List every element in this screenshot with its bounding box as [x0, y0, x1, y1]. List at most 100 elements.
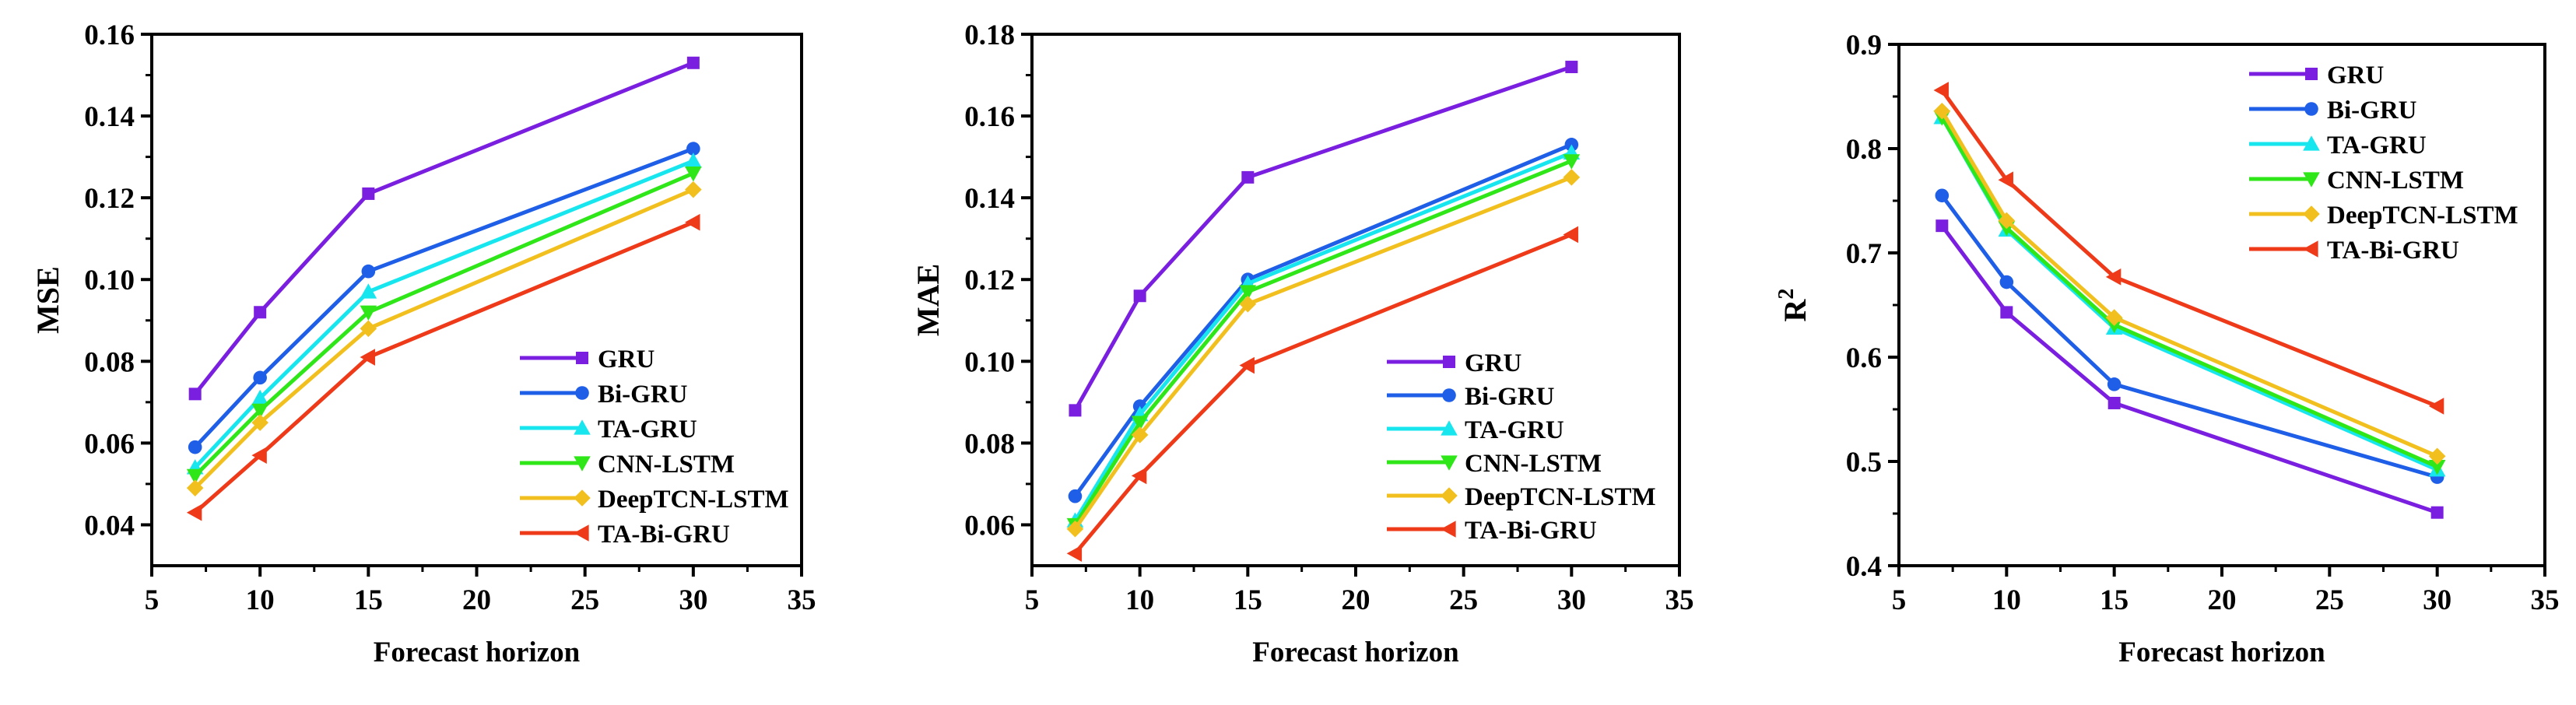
data-point: [1068, 489, 1083, 503]
data-point: [1133, 289, 1146, 303]
data-point: [1563, 169, 1581, 186]
legend-marker: [2303, 205, 2320, 223]
x-axis-label: Forecast horizon: [1252, 637, 1459, 668]
y-tick-label: 0.18: [964, 19, 1015, 51]
data-point: [1933, 102, 1951, 120]
legend-marker: [574, 489, 591, 507]
y-axis-label-text: MAE: [911, 264, 946, 336]
legend-label: DeepTCN-LSTM: [598, 486, 789, 514]
y-tick-label: 0.06: [84, 428, 135, 460]
series-line: [1940, 116, 2438, 468]
series-line: [193, 159, 694, 469]
x-tick-label: 35: [788, 584, 816, 616]
data-point: [251, 414, 268, 431]
data-point: [2428, 460, 2446, 475]
series-line: [194, 220, 694, 514]
data-point: [2428, 447, 2446, 465]
legend-marker: [574, 419, 591, 435]
legend-marker: [574, 456, 591, 472]
data-point: [251, 447, 267, 464]
data-point: [1131, 467, 1147, 485]
y-tick-label: 0.16: [964, 101, 1015, 133]
y-tick-label: 0.4: [1846, 551, 1882, 583]
data-point: [186, 479, 204, 496]
series-line: [1073, 175, 1573, 531]
data-point: [254, 306, 267, 319]
legend-marker: [1443, 356, 1455, 368]
legend-label: TA-Bi-GRU: [1465, 517, 1597, 545]
x-tick-label: 30: [1557, 584, 1586, 616]
series-line: [1073, 151, 1573, 522]
series-gru: [1936, 219, 2444, 519]
series-gru: [188, 56, 700, 401]
x-tick-label: 35: [1665, 584, 1694, 616]
series-line: [1940, 89, 2438, 409]
data-point: [1069, 404, 1082, 417]
data-point: [685, 153, 702, 168]
legend-marker: [2305, 68, 2318, 80]
data-point: [685, 181, 702, 198]
series-deeptcn-lstm: [1933, 102, 2446, 465]
data-point: [360, 349, 375, 366]
legend-label: TA-Bi-GRU: [598, 521, 730, 549]
series-bi-gru: [1068, 138, 1579, 503]
series-ta-bi-gru: [186, 213, 700, 521]
x-tick-label: 5: [145, 584, 160, 616]
y-tick-label: 0.04: [84, 510, 135, 542]
y-axis-label-superscript: 2: [1774, 289, 1799, 300]
y-axis-label-text: MSE: [30, 266, 65, 334]
legend-label: CNN-LSTM: [2327, 167, 2464, 195]
x-tick-label: 5: [1892, 584, 1907, 616]
y-tick-label: 0.7: [1846, 238, 1882, 270]
legend-label: CNN-LSTM: [1465, 450, 1602, 478]
data-point: [1933, 82, 1949, 99]
series-line: [193, 61, 694, 395]
legend-marker: [1441, 487, 1458, 504]
x-tick-label: 10: [1125, 584, 1154, 616]
legend: GRU Bi-GRU TA-GRU CNN-LSTM DeepTCN-LSTM TA-Bi…: [1387, 349, 1656, 545]
legend: GRU Bi-GRU TA-GRU CNN-LSTM DeepTCN-LSTM TA-Bi…: [520, 345, 789, 549]
series-line: [1940, 110, 2438, 458]
y-tick-label: 0.6: [1846, 342, 1882, 374]
legend-marker: [1441, 420, 1458, 436]
legend-marker: [1441, 521, 1456, 538]
y-tick-label: 0.12: [964, 265, 1015, 296]
legend-label: CNN-LSTM: [598, 451, 735, 479]
legend-marker: [2304, 102, 2318, 116]
legend-label: Bi-GRU: [598, 381, 688, 409]
legend-marker: [574, 524, 589, 542]
data-point: [1999, 275, 2014, 289]
data-point: [1241, 170, 1255, 184]
legend-label: TA-GRU: [1465, 416, 1564, 444]
x-tick-label: 15: [354, 584, 383, 616]
data-point: [2107, 377, 2122, 391]
data-point: [1239, 285, 1257, 300]
data-point: [251, 403, 268, 419]
data-point: [1936, 219, 1949, 233]
y-tick-label: 0.12: [84, 183, 135, 215]
chart-panel-1: 5 10 15 20 25 30 35 0.04 0.06 0.08 0.10 0.12 0.14 0.1…: [30, 19, 816, 668]
series-line: [193, 146, 694, 449]
y-tick-label: 0.8: [1846, 134, 1882, 166]
data-point: [1935, 188, 1950, 203]
y-tick-label: 0.14: [964, 183, 1015, 215]
data-point: [188, 388, 202, 401]
legend-marker: [1441, 455, 1458, 471]
y-tick-label: 0.5: [1846, 447, 1882, 479]
y-tick-label: 0.16: [84, 19, 135, 51]
y-tick-label: 0.9: [1846, 30, 1882, 61]
legend-label: TA-GRU: [2327, 132, 2427, 160]
data-point: [1563, 226, 1578, 244]
series-line: [1073, 233, 1573, 555]
data-point: [1998, 171, 2013, 188]
data-point: [1131, 426, 1149, 444]
legend-label: GRU: [1465, 349, 1522, 377]
legend: GRU Bi-GRU TA-GRU CNN-LSTM DeepTCN-LSTM TA-Bi…: [2249, 61, 2518, 265]
series-line: [1940, 224, 2438, 515]
data-point: [1239, 356, 1255, 374]
x-tick-label: 25: [570, 584, 599, 616]
legend-marker: [2303, 135, 2320, 151]
series-cnn-lstm: [1933, 110, 2446, 475]
data-point: [686, 56, 700, 69]
